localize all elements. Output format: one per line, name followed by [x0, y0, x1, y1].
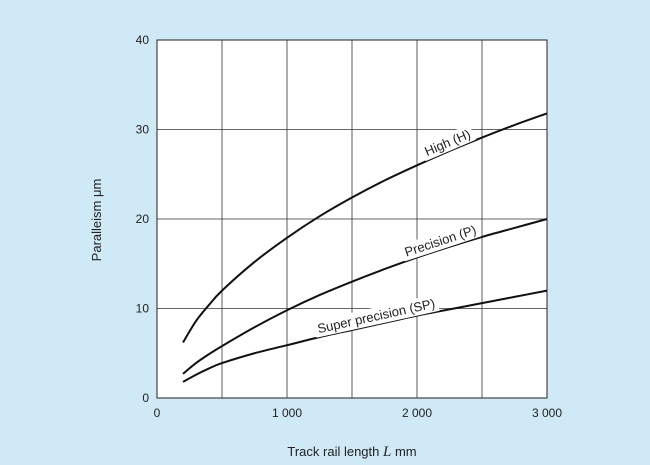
x-tick-label: 3 000: [532, 406, 562, 420]
x-tick-label: 2 000: [402, 406, 432, 420]
x-axis-label-suffix: mm: [391, 444, 416, 459]
y-tick-label: 10: [136, 302, 150, 316]
y-tick-label: 40: [136, 33, 150, 47]
series-label-background: [399, 220, 482, 262]
x-axis-label: Track rail length L mm: [287, 444, 416, 460]
grid: [157, 40, 547, 398]
x-tick-label: 1 000: [272, 406, 302, 420]
x-axis-label-prefix: Track rail length: [287, 444, 383, 459]
series-label-background: [312, 294, 440, 338]
y-tick-label: 30: [136, 123, 150, 137]
series-line-0: [182, 112, 548, 344]
y-tick-labels: 0 10 20 30 40: [136, 33, 150, 405]
y-tick-label: 20: [136, 212, 150, 226]
y-tick-label: 0: [142, 391, 149, 405]
series-line-1: [182, 218, 548, 375]
x-tick-label: 0: [154, 406, 161, 420]
x-axis-label-var: L: [382, 444, 391, 460]
x-tick-labels: 0 1 000 2 000 3 000: [154, 406, 563, 420]
y-axis-label: Paralleism μm: [89, 179, 104, 262]
series-label-background: [419, 124, 476, 162]
